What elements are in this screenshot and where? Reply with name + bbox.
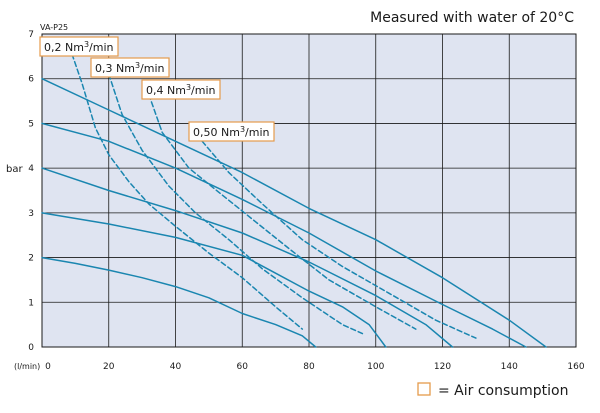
model-label: VA-P25 [40, 23, 68, 32]
y-tick-labels: 0 1 2 3 4 5 6 7 [28, 30, 34, 353]
air-label-box [39, 36, 119, 57]
y-tick-label: 4 [28, 164, 34, 174]
pressure-curve-5-bar [41, 122, 527, 348]
y-tick-label: 6 [28, 75, 34, 85]
air-consumption-labels: 0,2 Nm3/min 0,3 Nm3/min 0,4 Nm3/min 0,50 Nm… [39, 36, 275, 142]
x-axis-unit: (l/min) [14, 362, 40, 371]
y-tick-label: 2 [28, 254, 34, 264]
pressure-curve-4-bar [41, 167, 454, 348]
x-tick-label: 160 [567, 362, 584, 372]
y-tick-label: 5 [28, 119, 34, 129]
air-label-text: 0,4 Nm3/min [146, 83, 216, 97]
plot-frame [41, 33, 577, 348]
air-label-text: 0,3 Nm3/min [95, 61, 165, 75]
chart-title: Measured with water of 20°C [370, 10, 574, 26]
legend-swatch [417, 382, 431, 396]
air-label-text: 0,50 Nm3/min [193, 125, 270, 139]
y-tick-label: 3 [28, 209, 34, 219]
air-label-box [141, 79, 221, 100]
x-tick-label: 140 [501, 362, 518, 372]
air-consumption-curve [148, 93, 417, 330]
x-tick-label: 40 [170, 362, 182, 372]
y-tick-label: 1 [28, 298, 34, 308]
pressure-curve-2-bar [41, 256, 317, 348]
legend-text: = Air consumption [438, 383, 569, 399]
x-tick-label: 120 [434, 362, 451, 372]
air-label-box [188, 121, 275, 142]
air-label-1: 0,3 Nm3/min [90, 57, 170, 78]
air-label-3: 0,50 Nm3/min [188, 121, 275, 142]
pressure-curve-6-bar [41, 77, 547, 348]
air-label-text: 0,2 Nm3/min [44, 40, 114, 54]
y-tick-label: 0 [28, 343, 34, 353]
x-tick-label: 20 [103, 362, 115, 372]
air-label-box [90, 57, 170, 78]
air-consumption-curve [71, 53, 304, 330]
air-label-2: 0,4 Nm3/min [141, 79, 221, 100]
y-tick-label: 7 [28, 30, 34, 40]
x-tick-label: 60 [237, 362, 249, 372]
air-consumption-curve [201, 140, 477, 339]
air-label-0: 0,2 Nm3/min [39, 36, 119, 57]
x-tick-label: 80 [303, 362, 315, 372]
air-consumption-curve [108, 73, 364, 335]
x-tick-labels: 0 20 40 60 80 100 120 140 160 [45, 362, 585, 372]
pressure-curve-3-bar [41, 212, 387, 348]
y-axis-label: bar [6, 164, 23, 175]
x-tick-label: 100 [367, 362, 384, 372]
x-tick-label: 0 [45, 362, 51, 372]
curves [41, 53, 547, 348]
